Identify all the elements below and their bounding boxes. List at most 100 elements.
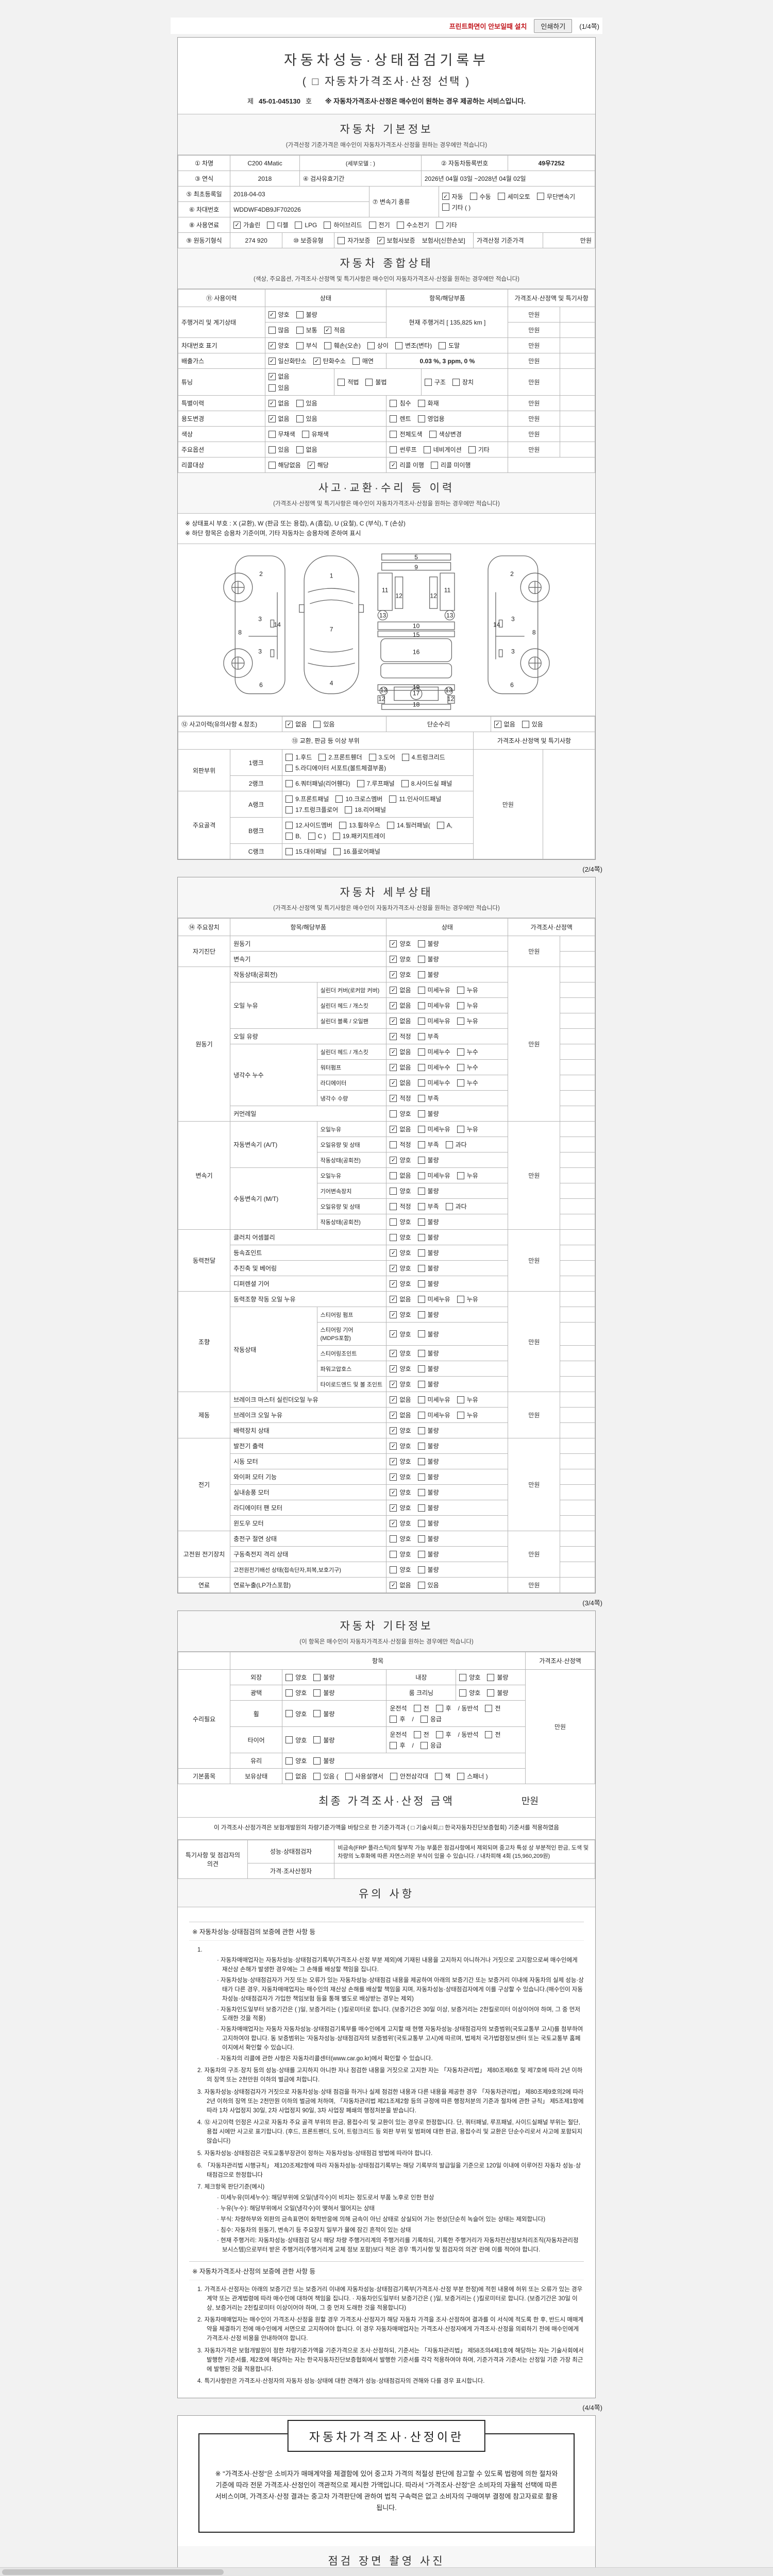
checkbox[interactable]: 없음 (285, 1772, 307, 1781)
checkbox[interactable]: 9.프론트패널 (285, 794, 329, 803)
checkbox-checked[interactable]: ✓ 없음 (390, 986, 411, 994)
checkbox[interactable]: 유채색 (301, 430, 329, 438)
checkbox[interactable]: 13.휠하우스 (339, 821, 380, 829)
checkbox[interactable]: 미세누유 (417, 1125, 450, 1133)
checkbox-checked[interactable]: ✓ 양호 (390, 1248, 411, 1257)
checkbox[interactable]: 누유 (457, 1295, 478, 1303)
checkbox[interactable]: LPG (295, 221, 317, 229)
checkbox[interactable]: 리콜 미이행 (430, 461, 470, 469)
checkbox[interactable]: 전 (485, 1730, 501, 1739)
checkbox[interactable]: 부족 (417, 1094, 439, 1103)
checkbox[interactable]: 수소전기 (396, 221, 429, 229)
checkbox[interactable]: 15.대쉬패널 (285, 847, 327, 856)
checkbox[interactable]: 부식 (296, 341, 317, 350)
checkbox[interactable]: 응급 (420, 1715, 442, 1723)
checkbox[interactable]: 양호 (285, 1688, 307, 1697)
checkbox[interactable]: 불량 (417, 1310, 439, 1319)
checkbox[interactable]: 불량 (417, 1503, 439, 1512)
checkbox[interactable]: 응급 (420, 1741, 442, 1750)
checkbox[interactable]: 불량 (417, 1264, 439, 1273)
checkbox[interactable]: 기타 ( ) (442, 203, 470, 212)
checkbox[interactable]: 불량 (313, 1756, 334, 1765)
checkbox[interactable]: 해당없음 (268, 461, 301, 469)
checkbox-checked[interactable]: ✓ 양호 (268, 310, 290, 319)
checkbox[interactable]: 적정 (390, 1202, 411, 1211)
checkbox[interactable]: 불량 (417, 1349, 439, 1358)
checkbox[interactable]: 불량 (417, 1217, 439, 1226)
checkbox[interactable]: 누유 (457, 1395, 478, 1404)
checkbox[interactable]: 양호 (285, 1736, 307, 1744)
checkbox[interactable]: 불량 (417, 955, 439, 963)
checkbox[interactable]: 불량 (313, 1688, 334, 1697)
checkbox-checked[interactable]: ✓ 없음 (390, 1295, 411, 1303)
checkbox[interactable]: 불량 (296, 310, 317, 319)
checkbox[interactable]: 잭 (435, 1772, 450, 1781)
checkbox[interactable]: 불량 (417, 939, 439, 948)
checkbox[interactable]: 후 (435, 1730, 451, 1739)
checkbox[interactable]: 있음 (296, 414, 317, 423)
checkbox[interactable]: 불량 (417, 1364, 439, 1373)
checkbox[interactable]: 훼손(오손) (324, 341, 361, 350)
checkbox[interactable]: 누수 (457, 1078, 478, 1087)
checkbox[interactable]: 양호 (459, 1688, 480, 1697)
checkbox[interactable]: 불량 (417, 1330, 439, 1338)
checkbox[interactable]: 불량 (487, 1673, 508, 1682)
checkbox-checked[interactable]: ✓ 양호 (390, 970, 411, 979)
scrollbar-thumb[interactable] (2, 2569, 224, 2575)
checkbox[interactable]: 사용설명서 (345, 1772, 383, 1781)
checkbox[interactable]: 과다 (445, 1202, 467, 1211)
checkbox[interactable]: 불량 (487, 1688, 508, 1697)
checkbox[interactable]: 미세누유 (417, 986, 450, 994)
checkbox[interactable]: 색상변경 (429, 430, 462, 438)
checkbox[interactable]: 불량 (313, 1736, 334, 1744)
checkbox[interactable]: 미세누유 (417, 1411, 450, 1419)
checkbox[interactable]: 6.쿼터패널(리어휀다) (285, 779, 350, 788)
checkbox[interactable]: 불량 (417, 1534, 439, 1543)
checkbox[interactable]: 불법 (365, 378, 387, 386)
checkbox[interactable]: 변조(변타) (395, 341, 432, 350)
checkbox[interactable]: 미세누수 (417, 1063, 450, 1072)
checkbox-checked[interactable]: ✓ 없음 (390, 1411, 411, 1419)
checkbox[interactable]: 불량 (417, 970, 439, 979)
checkbox[interactable]: 보통 (296, 326, 317, 334)
checkbox[interactable]: 불량 (417, 1279, 439, 1288)
checkbox-checked[interactable]: ✓ 양호 (390, 1457, 411, 1466)
checkbox-checked[interactable]: ✓ 가솔린 (233, 221, 260, 229)
checkbox-checked[interactable]: ✓ 양호 (390, 1488, 411, 1497)
checkbox[interactable]: 17.트렁크플로어 (285, 805, 338, 814)
checkbox-checked[interactable]: ✓ 양호 (390, 1156, 411, 1164)
checkbox-checked[interactable]: ✓ 없음 (494, 720, 515, 728)
checkbox[interactable]: 16.플로어패널 (333, 847, 380, 856)
checkbox[interactable]: 있음 (417, 1581, 439, 1589)
checkbox[interactable]: 미세누수 (417, 1047, 450, 1056)
checkbox[interactable]: 양호 (390, 1565, 411, 1574)
checkbox[interactable]: 불량 (417, 1519, 439, 1528)
checkbox[interactable]: 양호 (285, 1709, 307, 1718)
checkbox[interactable]: 8.사이드실 패널 (401, 779, 452, 788)
checkbox[interactable]: 18.리어패널 (345, 805, 386, 814)
checkbox[interactable]: 불량 (417, 1248, 439, 1257)
checkbox-checked[interactable]: ✓ 양호 (390, 1472, 411, 1481)
checkbox[interactable]: 상이 (367, 341, 389, 350)
checkbox[interactable]: 기타 (435, 221, 457, 229)
checkbox-checked[interactable]: ✓ 양호 (390, 1264, 411, 1273)
print-button[interactable]: 인쇄하기 (534, 19, 573, 33)
checkbox[interactable]: 14.필러패널( (386, 821, 430, 829)
checkbox[interactable]: 있음 (268, 383, 290, 392)
checkbox-checked[interactable]: ✓ 양호 (390, 1364, 411, 1373)
checkbox[interactable]: 후 (390, 1741, 405, 1750)
checkbox[interactable]: 부족 (417, 1140, 439, 1149)
checkbox[interactable]: 장치 (452, 378, 474, 386)
checkbox[interactable]: 1.후드 (285, 753, 312, 761)
checkbox[interactable]: 불량 (417, 1565, 439, 1574)
checkbox[interactable]: 후 (435, 1704, 451, 1713)
checkbox-checked[interactable]: ✓ 없음 (390, 1078, 411, 1087)
checkbox[interactable]: 2.프론트휀더 (318, 753, 362, 761)
checkbox-checked[interactable]: ✓ 양호 (268, 341, 290, 350)
checkbox[interactable]: 4.트렁크리드 (401, 753, 445, 761)
checkbox[interactable]: 양호 (390, 1550, 411, 1558)
checkbox[interactable]: 불량 (417, 1233, 439, 1242)
checkbox-checked[interactable]: ✓ 적음 (324, 326, 345, 334)
checkbox[interactable]: 적법 (338, 378, 359, 386)
checkbox[interactable]: 불량 (417, 1187, 439, 1195)
